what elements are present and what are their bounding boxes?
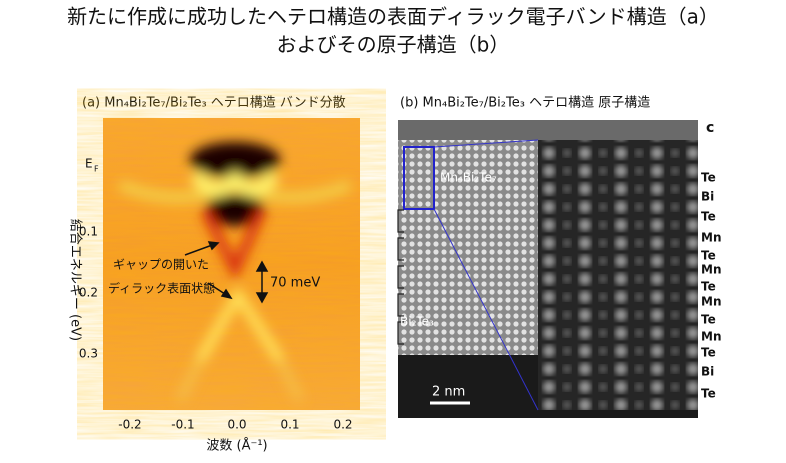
arpes-image <box>103 118 360 410</box>
panel-title: (a) Mn₄Bi₂Te₇/Bi₂Te₃ ヘテロ構造 バンド分散 <box>82 96 346 111</box>
layer-label: Mn <box>701 295 721 309</box>
annotation: ギャップの開いた <box>113 258 209 272</box>
layer-label: Te <box>701 210 716 224</box>
layer-label: Te <box>701 346 716 360</box>
x-axis-label: 波数 (Å⁻¹) <box>206 438 267 454</box>
x-tick-label: 0.0 <box>227 418 246 432</box>
stem-image <box>398 120 698 418</box>
arrows <box>184 241 269 304</box>
layer-label: Mn <box>701 330 721 344</box>
scale-label: 2 nm <box>432 385 465 400</box>
gap-label: 70 meV <box>270 276 320 291</box>
layer-label: Mn <box>701 231 721 245</box>
panel-title: (b) Mn₄Bi₂Te₇/Bi₂Te₃ ヘテロ構造 原子構造 <box>400 96 650 111</box>
title: 新たに作成に成功したヘテロ構造の表面ディラック電子バンド構造（a） <box>67 5 719 29</box>
region-label: Mn₄Bi₂Te₇ <box>440 171 497 185</box>
x-tick-label: 0.2 <box>333 418 352 432</box>
layer-label: Bi <box>701 365 714 379</box>
x-tick-label: -0.2 <box>118 418 141 432</box>
axis-label: c <box>706 120 714 136</box>
y-tick-label: 0.2 <box>79 286 98 300</box>
y-tick-label-sub: F <box>94 165 99 174</box>
layer-label: Te <box>701 249 716 263</box>
y-tick-label: E <box>85 157 93 171</box>
y-axis-label: 結合エネルギー (eV) <box>68 219 83 341</box>
x-tick-label: -0.1 <box>171 418 194 432</box>
region-label: Bi₂Te₃ <box>400 315 434 329</box>
y-tick-label: 0.3 <box>79 347 98 361</box>
x-tick-label: 0.1 <box>280 418 299 432</box>
layer-label: Bi <box>701 190 714 204</box>
y-tick-label: 0.1 <box>79 225 98 239</box>
annotation: ディラック表面状態 <box>108 281 215 296</box>
layer-brackets <box>397 209 404 345</box>
layer-label: Te <box>701 171 716 185</box>
title: およびその原子構造（b） <box>277 33 510 57</box>
layer-label: Te <box>701 387 716 401</box>
layer-label: Mn <box>701 263 721 277</box>
layer-label: Te <box>701 280 716 294</box>
layer-label: Te <box>701 313 716 327</box>
